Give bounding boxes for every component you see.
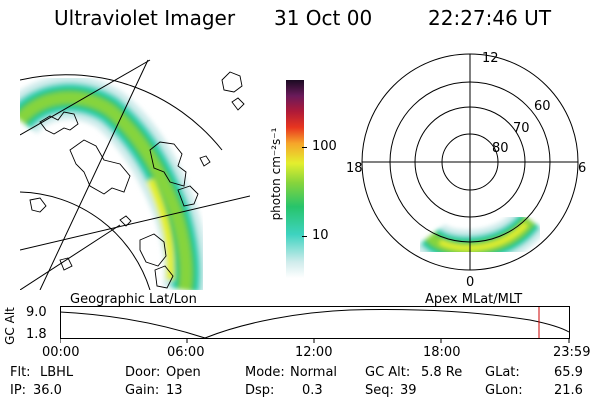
- date-label: 31 Oct 00: [274, 6, 373, 30]
- apex-panel-title: Apex MLat/MLT: [425, 292, 523, 307]
- alt-ytick-high: 9.0: [26, 305, 47, 320]
- status-seq-label: Seq:: [365, 383, 394, 398]
- mlt-label-12: 12: [482, 51, 499, 66]
- mlt-label-6: 6: [578, 161, 586, 176]
- instrument-title: Ultraviolet Imager: [54, 6, 236, 30]
- colorbar-tick-mark-10: [302, 236, 307, 237]
- status-flt-value: LBHL: [40, 365, 74, 380]
- colorbar-tick-100: 100: [312, 139, 337, 154]
- colorbar: [286, 80, 304, 278]
- alt-ytick-low: 1.8: [26, 327, 47, 342]
- colorbar-tick-mark-100: [302, 147, 307, 148]
- geographic-panel-title: Geographic Lat/Lon: [70, 292, 197, 307]
- alt-xtick-0600: 06:00: [167, 345, 205, 360]
- altitude-plot: [60, 306, 570, 343]
- status-glon-label: GLon:: [485, 383, 523, 398]
- polar-plot: 12 18 6 0 60 70 80: [346, 51, 586, 290]
- aurora-band: [20, 75, 209, 290]
- status-seq-value: 39: [400, 383, 417, 398]
- lat-label-80: 80: [492, 141, 509, 156]
- lat-label-70: 70: [513, 121, 530, 136]
- mlt-label-18: 18: [346, 161, 363, 176]
- altitude-plot-frame: [60, 306, 570, 339]
- status-dsp-value: 0.3: [302, 383, 323, 398]
- status-gain-label: Gain:: [125, 383, 160, 398]
- alt-axis-label: GC Alt: [3, 307, 17, 345]
- alt-xtick-1800: 18:00: [423, 345, 461, 360]
- status-door-label: Door:: [125, 365, 161, 380]
- geo-grid: [20, 59, 250, 290]
- coastlines: [29, 71, 245, 289]
- status-mode-label: Mode:: [245, 365, 285, 380]
- alt-xtick-2359: 23:59: [553, 345, 591, 360]
- polar-aurora: [415, 207, 546, 268]
- status-glat-label: GLat:: [485, 365, 520, 380]
- altitude-curve: [60, 309, 570, 339]
- status-ip-value: 36.0: [33, 383, 62, 398]
- status-gcalt-label: GC Alt:: [365, 365, 411, 380]
- time-label: 22:27:46 UT: [428, 6, 552, 30]
- status-door-value: Open: [166, 365, 201, 380]
- colorbar-label: photon cm⁻²s⁻¹: [269, 127, 283, 221]
- lat-label-60: 60: [534, 99, 551, 114]
- status-ip-label: IP:: [10, 383, 27, 398]
- status-gain-value: 13: [166, 383, 183, 398]
- status-glat-value: 65.9: [554, 365, 583, 380]
- colorbar-tick-10: 10: [312, 228, 329, 243]
- status-mode-value: Normal: [290, 365, 338, 380]
- alt-xtick-1200: 12:00: [295, 345, 333, 360]
- geographic-map: [20, 59, 250, 290]
- status-flt-label: Flt:: [10, 365, 31, 380]
- status-gcalt-value: 5.8 Re: [421, 365, 463, 380]
- status-glon-value: 21.6: [554, 383, 583, 398]
- mlt-label-0: 0: [466, 275, 474, 290]
- alt-xtick-0000: 00:00: [42, 345, 80, 360]
- status-dsp-label: Dsp:: [245, 383, 275, 398]
